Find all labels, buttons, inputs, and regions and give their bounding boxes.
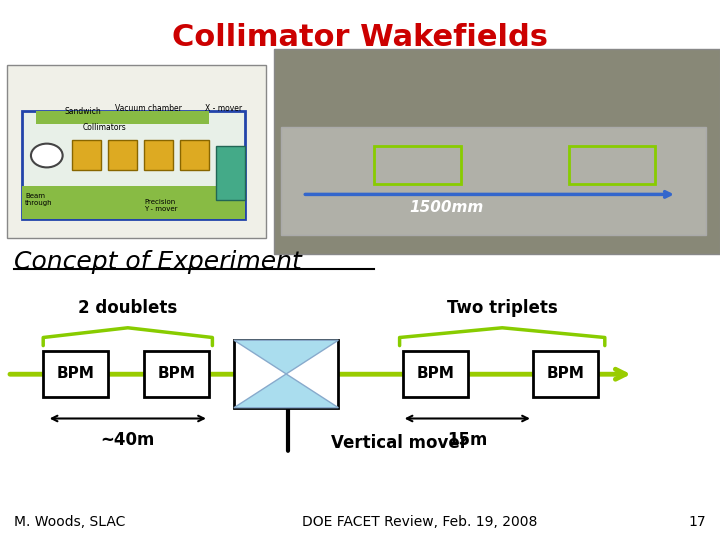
Polygon shape [234,374,338,408]
Text: Sandwich: Sandwich [65,107,102,116]
FancyBboxPatch shape [144,351,209,397]
Text: 15m: 15m [447,431,487,449]
Text: X - mover: X - mover [205,104,243,113]
Text: Collimator Wakefields: Collimator Wakefields [172,23,548,52]
FancyBboxPatch shape [22,111,245,219]
FancyBboxPatch shape [281,127,706,235]
FancyBboxPatch shape [108,140,137,170]
Text: Vertical mover: Vertical mover [331,434,468,452]
Text: Precision
Y - mover: Precision Y - mover [144,199,178,212]
Text: BPM: BPM [546,367,584,381]
FancyBboxPatch shape [234,340,338,408]
FancyBboxPatch shape [180,140,209,170]
Text: Collimators: Collimators [83,123,127,132]
FancyBboxPatch shape [7,65,266,238]
Text: Beam
through: Beam through [25,193,53,206]
FancyBboxPatch shape [216,146,245,200]
Text: 17: 17 [688,515,706,529]
Text: Vacuum chamber: Vacuum chamber [115,104,182,113]
Text: BPM: BPM [158,367,195,381]
FancyBboxPatch shape [144,140,173,170]
Polygon shape [234,340,338,374]
FancyBboxPatch shape [274,49,720,254]
FancyBboxPatch shape [36,111,209,124]
FancyBboxPatch shape [72,140,101,170]
Text: BPM: BPM [417,367,454,381]
FancyBboxPatch shape [43,351,108,397]
Text: DOE FACET Review, Feb. 19, 2008: DOE FACET Review, Feb. 19, 2008 [302,515,538,529]
Circle shape [31,144,63,167]
Text: M. Woods, SLAC: M. Woods, SLAC [14,515,126,529]
Text: Two triplets: Two triplets [447,299,557,317]
Text: Concept of Experiment: Concept of Experiment [14,250,302,274]
FancyBboxPatch shape [403,351,468,397]
Text: ~40m: ~40m [101,431,155,449]
Text: 1500mm: 1500mm [409,200,484,215]
FancyBboxPatch shape [22,186,245,219]
Text: 2 doublets: 2 doublets [78,299,177,317]
FancyBboxPatch shape [533,351,598,397]
Text: BPM: BPM [57,367,94,381]
